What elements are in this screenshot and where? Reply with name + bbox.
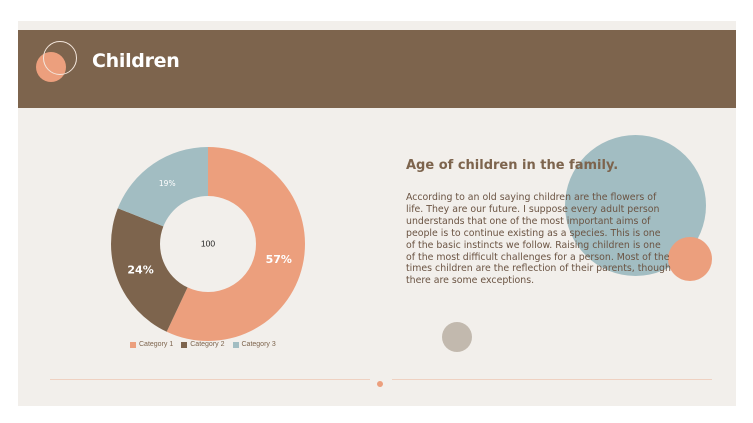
footer-divider-dot — [377, 381, 383, 387]
logo-ring-icon — [43, 41, 77, 75]
legend-label: Category 3 — [242, 341, 276, 348]
legend-swatch-icon — [130, 342, 136, 348]
legend-item-2: Category 2 — [181, 341, 224, 348]
donut-chart: 57% 24% 19% 100 — [111, 147, 305, 341]
slide-title: Children — [92, 50, 179, 72]
legend-swatch-icon — [233, 342, 239, 348]
donut-data-label-3: 19% — [159, 179, 176, 188]
legend-label: Category 1 — [139, 341, 173, 348]
legend-item-1: Category 1 — [130, 341, 173, 348]
donut-data-label-1: 57% — [266, 253, 292, 266]
donut-center-label: 100 — [201, 238, 215, 248]
decorative-gray-circle — [442, 322, 472, 352]
legend-label: Category 2 — [190, 341, 224, 348]
footer-divider-left — [50, 379, 370, 380]
section-heading: Age of children in the family. — [406, 158, 618, 173]
legend-item-3: Category 3 — [233, 341, 276, 348]
decorative-orange-circle — [668, 237, 712, 281]
chart-legend: Category 1 Category 2 Category 3 — [130, 341, 276, 348]
donut-data-label-2: 24% — [127, 264, 153, 277]
legend-swatch-icon — [181, 342, 187, 348]
slide: Children Age of children in the family. … — [18, 21, 736, 406]
footer-divider-right — [392, 379, 712, 380]
header-bar: Children — [18, 30, 736, 108]
body-paragraph: According to an old saying children are … — [406, 192, 672, 287]
